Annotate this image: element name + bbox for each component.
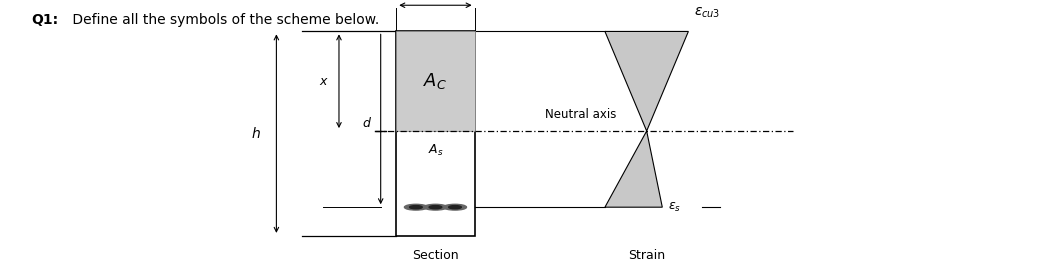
Text: Q1:: Q1:	[31, 13, 58, 27]
Circle shape	[443, 204, 466, 210]
Circle shape	[410, 206, 422, 209]
Circle shape	[429, 206, 442, 209]
Text: $x$: $x$	[319, 75, 329, 88]
Circle shape	[423, 204, 446, 210]
Polygon shape	[605, 131, 662, 207]
Circle shape	[448, 206, 461, 209]
Text: Section: Section	[412, 249, 459, 262]
Text: $d$: $d$	[362, 116, 372, 130]
Polygon shape	[605, 31, 688, 131]
Text: $\varepsilon_s$: $\varepsilon_s$	[668, 201, 681, 214]
Text: Strain: Strain	[628, 249, 665, 262]
Text: $A_C$: $A_C$	[423, 71, 447, 91]
Text: Neutral axis: Neutral axis	[545, 107, 616, 121]
Bar	[396, 31, 475, 131]
Text: $h$: $h$	[251, 126, 261, 141]
Circle shape	[405, 204, 428, 210]
Bar	[396, 31, 475, 236]
Text: $A_s$: $A_s$	[428, 143, 443, 158]
Text: Define all the symbols of the scheme below.: Define all the symbols of the scheme bel…	[68, 13, 379, 27]
Text: $\varepsilon_{cu3}$: $\varepsilon_{cu3}$	[694, 6, 720, 20]
